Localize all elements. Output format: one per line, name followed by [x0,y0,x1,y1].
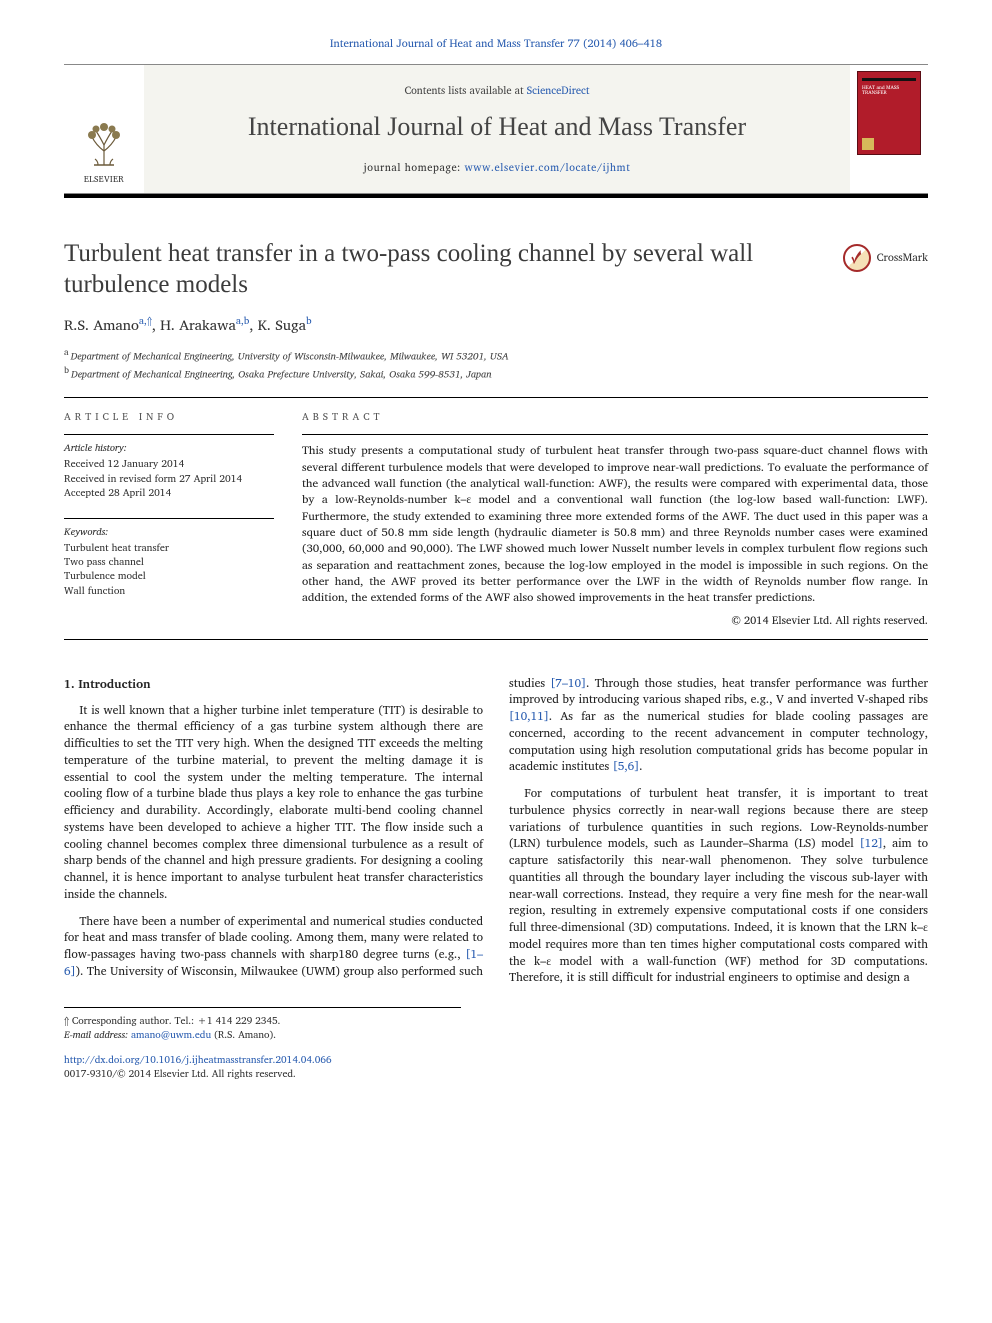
corr-author-line: ⇑ Corresponding author. Tel.: +1 414 229… [64,1014,461,1029]
author-1-corr[interactable]: ⇑ [147,313,152,329]
affiliations: aDepartment of Mechanical Engineering, U… [64,346,928,381]
keyword-2: Two pass channel [64,555,274,569]
affiliation-a: aDepartment of Mechanical Engineering, U… [64,346,928,363]
journal-homepage-line: journal homepage: www.elsevier.com/locat… [364,160,631,175]
p3b: , aim to capture satisfactorily this nea… [509,834,928,987]
info-abstract-row: ARTICLE INFO Article history: Received 1… [64,410,928,629]
author-1: R.S. Amano [64,314,139,337]
author-1-affil[interactable]: a, [139,313,147,329]
authors-line: R.S. Amanoa,⇑, H. Arakawaa,b, K. Sugab [64,314,928,336]
corr-email-link[interactable]: amano@uwm.edu [131,1027,211,1043]
email-who: (R.S. Amano). [214,1027,276,1043]
doi-block: http://dx.doi.org/10.1016/j.ijheatmasstr… [64,1053,928,1082]
keywords-block: Keywords: Turbulent heat transfer Two pa… [64,518,274,598]
revised-line: Received in revised form 27 April 2014 [64,472,274,486]
keyword-3: Turbulence model [64,569,274,583]
p2a: There have been a number of experimental… [64,912,483,965]
divider-top [64,397,928,398]
abstract-text: This study presents a computational stud… [302,443,928,606]
article-info-head: ARTICLE INFO [64,410,274,425]
publisher-block: ELSEVIER [64,65,144,193]
contents-available-line: Contents lists available at ScienceDirec… [405,83,590,98]
received-line: Received 12 January 2014 [64,457,274,471]
homepage-prefix: journal homepage: [364,158,465,176]
author-2: H. Arakawa [160,314,236,337]
info-divider-1 [64,434,274,435]
intro-para-1: It is well known that a higher turbine i… [64,703,483,904]
journal-homepage-link[interactable]: www.elsevier.com/locate/ijhmt [464,158,630,176]
body-columns: 1. Introduction It is well known that a … [64,676,928,989]
divider-bottom [64,639,928,640]
p2f: . [639,757,642,776]
affiliation-b-text: Department of Mechanical Engineering, Os… [71,366,492,382]
abstract-head: ABSTRACT [302,410,928,425]
masthead-container: ELSEVIER Contents lists available at Sci… [64,64,928,198]
email-label: E-mail address: [64,1027,128,1043]
info-divider-2 [64,518,274,519]
publisher-label: ELSEVIER [84,173,124,185]
keyword-1: Turbulent heat transfer [64,541,274,555]
journal-ref-link[interactable]: International Journal of Heat and Mass T… [330,34,662,52]
affiliation-a-text: Department of Mechanical Engineering, Un… [71,349,509,365]
abstract-column: ABSTRACT This study presents a computati… [302,410,928,629]
history-label: Article history: [64,441,274,456]
issn-copyright-line: 0017-9310/© 2014 Elsevier Ltd. All right… [64,1067,928,1082]
crossmark-icon: ✓ [843,244,871,272]
crossmark-badge[interactable]: ✓ CrossMark [843,244,928,272]
p2e: . As far as the numerical studies for bl… [509,707,928,776]
keywords-label: Keywords: [64,525,274,540]
crossmark-label: CrossMark [877,250,928,266]
author-3-affil[interactable]: b [306,313,312,329]
journal-reference: International Journal of Heat and Mass T… [64,36,928,52]
corresponding-author-footer: ⇑ Corresponding author. Tel.: +1 414 229… [64,1007,461,1043]
abstract-copyright: © 2014 Elsevier Ltd. All rights reserved… [302,613,928,629]
cover-thumb-block: HEAT and MASS TRANSFER [850,65,928,193]
p2b: ). The University of [76,962,181,981]
ref-5-6[interactable]: [5,6] [613,757,640,776]
section-1-head: 1. Introduction [64,676,483,693]
journal-cover-thumbnail: HEAT and MASS TRANSFER [857,71,921,155]
article-info-column: ARTICLE INFO Article history: Received 1… [64,410,274,629]
journal-title: International Journal of Heat and Mass T… [248,108,746,146]
author-2-affil[interactable]: a,b [236,313,249,329]
affiliation-b: bDepartment of Mechanical Engineering, O… [64,364,928,381]
article-title: Turbulent heat transfer in a two-pass co… [64,238,928,301]
contents-prefix: Contents lists available at [405,81,527,99]
intro-para-3: For computations of turbulent heat trans… [509,786,928,987]
email-line: E-mail address: amano@uwm.edu (R.S. Aman… [64,1028,461,1043]
sciencedirect-link[interactable]: ScienceDirect [527,81,590,99]
cover-thumb-text: HEAT and MASS TRANSFER [862,86,916,97]
elsevier-tree-icon [76,115,132,171]
abstract-divider [302,434,928,435]
accepted-line: Accepted 28 April 2014 [64,486,274,500]
author-3: K. Suga [258,314,306,337]
keyword-4: Wall function [64,584,274,598]
masthead-center: Contents lists available at ScienceDirec… [144,65,850,193]
masthead: ELSEVIER Contents lists available at Sci… [64,64,928,194]
title-block: Turbulent heat transfer in a two-pass co… [64,238,928,381]
